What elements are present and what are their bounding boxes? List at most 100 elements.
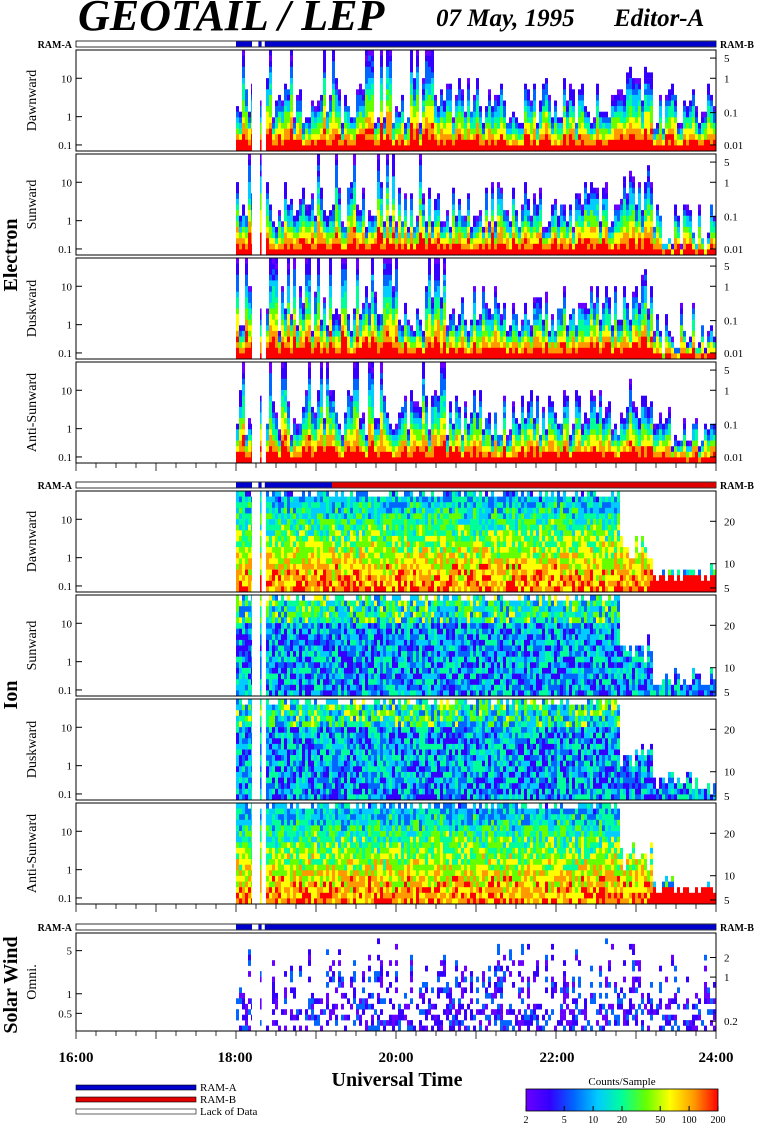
- spectrogram-cell: [575, 128, 578, 135]
- spectrogram-cell: [377, 198, 380, 205]
- spectrogram-cell: [650, 238, 653, 245]
- spectrogram-cell: [599, 330, 602, 337]
- spectrogram-cell: [341, 440, 344, 447]
- spectrogram-cell: [539, 215, 542, 222]
- spectrogram-cell: [308, 145, 311, 151]
- spectrogram-cell: [311, 440, 314, 447]
- spectrogram-cell: [638, 232, 641, 239]
- spectrogram-cell: [545, 139, 548, 146]
- spectrogram-cell: [545, 117, 548, 124]
- spectrogram-cell: [320, 187, 323, 194]
- spectrogram-cell: [353, 215, 356, 222]
- spectrogram-cell: [626, 198, 629, 205]
- spectrogram-cell: [479, 249, 482, 255]
- spectrogram-cell: [533, 314, 536, 320]
- spectrogram-cell: [617, 325, 620, 332]
- spectrogram-cell: [344, 336, 347, 343]
- spectrogram-cell: [416, 314, 419, 320]
- spectrogram-cell: [467, 83, 470, 90]
- spectrogram-cell: [533, 134, 536, 141]
- spectrogram-cell: [347, 330, 350, 337]
- spectrogram-cell: [320, 367, 323, 374]
- spectrogram-cell: [386, 319, 389, 326]
- spectrogram-cell: [272, 423, 275, 430]
- spectrogram-cell: [386, 336, 389, 343]
- spectrogram-cell: [395, 122, 398, 129]
- spectrogram-cell: [593, 336, 596, 343]
- spectrogram-cell: [380, 100, 383, 107]
- spectrogram-cell: [386, 187, 389, 194]
- spectrogram-cell: [443, 280, 446, 287]
- spectrogram-cell: [509, 128, 512, 135]
- spectrogram-cell: [272, 232, 275, 239]
- spectrogram-cell: [419, 122, 422, 129]
- spectrogram-cell: [596, 111, 599, 118]
- spectrogram-cell: [509, 347, 512, 354]
- spectrogram-cell: [713, 145, 716, 151]
- spectrogram-cell: [584, 302, 587, 309]
- spectrogram-cell: [611, 128, 614, 135]
- spectrogram-cell: [302, 145, 305, 151]
- spectrogram-cell: [689, 139, 692, 146]
- spectrogram-cell: [269, 319, 272, 326]
- spectrogram-cell: [362, 210, 365, 216]
- spectrogram-cell: [272, 319, 275, 326]
- spectrogram-cell: [626, 249, 629, 255]
- spectrogram-cell: [365, 89, 368, 96]
- spectrogram-cell: [632, 291, 635, 298]
- spectrogram-cell: [260, 165, 263, 172]
- spectrogram-cell: [653, 342, 656, 349]
- spectrogram-cell: [638, 221, 641, 228]
- spectrogram-cell: [611, 249, 614, 255]
- spectrogram-cell: [485, 210, 488, 216]
- spectrogram-cell: [560, 243, 563, 250]
- spectrogram-cell: [350, 243, 353, 250]
- spectrogram-cell: [620, 243, 623, 250]
- spectrogram-cell: [428, 221, 431, 228]
- spectrogram-cell: [545, 330, 548, 337]
- spectrogram-cell: [668, 94, 671, 101]
- spectrogram-cell: [347, 395, 350, 402]
- spectrogram-cell: [698, 128, 701, 135]
- spectrogram-cell: [647, 122, 650, 129]
- spectrogram-cell: [707, 145, 710, 151]
- spectrogram-cell: [245, 347, 248, 354]
- spectrogram-cell: [500, 342, 503, 349]
- spectrogram-cell: [578, 243, 581, 250]
- spectrogram-cell: [461, 347, 464, 354]
- spectrogram-cell: [392, 134, 395, 141]
- spectrogram-cell: [623, 226, 626, 233]
- spectrogram-cell: [650, 122, 653, 129]
- spectrogram-cell: [485, 302, 488, 309]
- spectrogram-cell: [272, 286, 275, 292]
- spectrogram-cell: [617, 226, 620, 233]
- spectrogram-cell: [416, 89, 419, 96]
- spectrogram-cell: [557, 353, 560, 359]
- spectrogram-cell: [278, 457, 281, 463]
- spectrogram-cell: [302, 406, 305, 413]
- spectrogram-cell: [260, 429, 263, 436]
- spectrogram-cell: [359, 83, 362, 90]
- spectrogram-cell: [551, 134, 554, 141]
- spectrogram-cell: [494, 145, 497, 151]
- spectrogram-cell: [338, 122, 341, 129]
- spectrogram-cell: [611, 106, 614, 112]
- spectrogram-cell: [422, 106, 425, 112]
- spectrogram-cell: [332, 61, 335, 68]
- spectrogram-cell: [710, 243, 713, 250]
- spectrogram-cell: [284, 139, 287, 146]
- spectrogram-cell: [353, 308, 356, 315]
- spectrogram-cell: [488, 94, 491, 101]
- spectrogram-cell: [491, 353, 494, 359]
- spectrogram-cell: [539, 193, 542, 200]
- spectrogram-cell: [377, 117, 380, 124]
- spectrogram-cell: [554, 353, 557, 359]
- spectrogram-cell: [353, 336, 356, 343]
- spectrogram-cell: [419, 159, 422, 166]
- spectrogram-cell: [386, 249, 389, 255]
- spectrogram-cell: [413, 106, 416, 112]
- spectrogram-cell: [323, 353, 326, 359]
- spectrogram-cell: [338, 193, 341, 200]
- spectrogram-cell: [344, 232, 347, 239]
- spectrogram-cell: [524, 336, 527, 343]
